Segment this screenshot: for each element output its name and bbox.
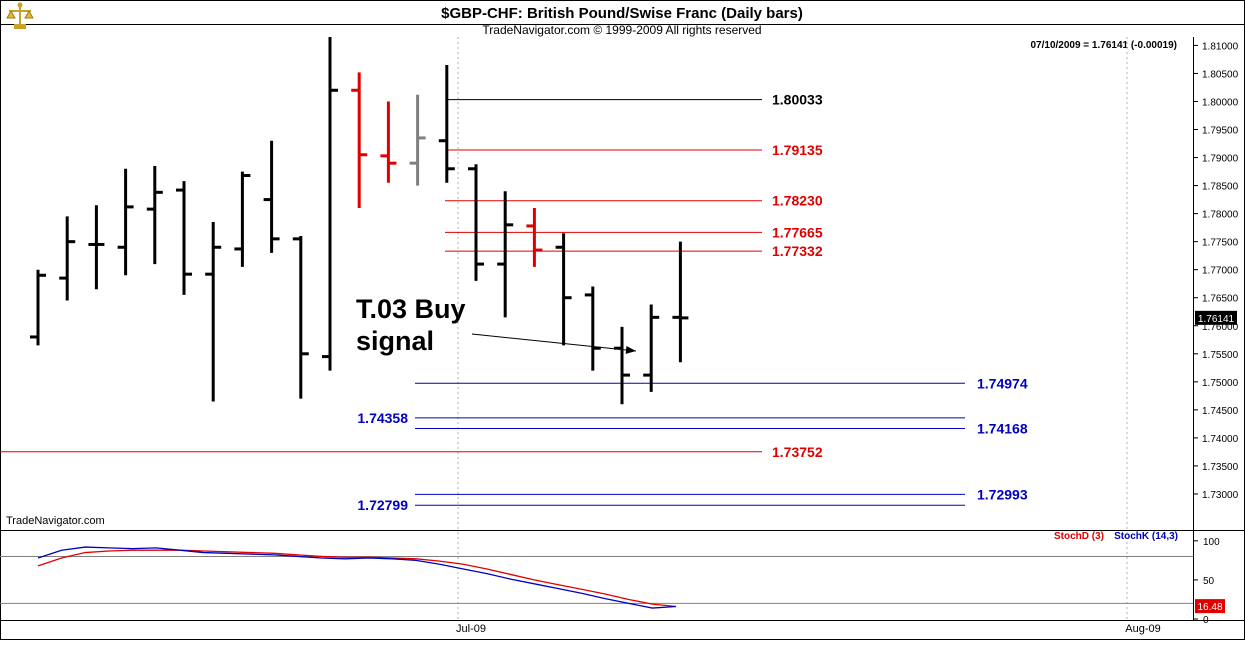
x-tick-jul: Jul-09: [456, 623, 486, 635]
y-tick-label-4: 1.79000: [1202, 154, 1239, 165]
annotation-arrow: [471, 333, 637, 352]
stoch-series-1: [37, 546, 677, 609]
stoch-series-0: [37, 549, 677, 608]
y-tick-label-9: 1.76500: [1202, 294, 1239, 305]
annotation-line-2: signal: [356, 326, 434, 356]
ohlc-bar-18: [555, 233, 572, 346]
ohlc-bar-5: [176, 181, 192, 295]
ohlc-bar-8: [263, 140, 280, 253]
last-price-badge: [1195, 310, 1237, 325]
legend-stoch-k: StochK (14,3): [1114, 531, 1178, 542]
y-tick-label-8: 1.77000: [1202, 266, 1239, 277]
level-label-4: 1.77332: [772, 243, 823, 259]
ohlc-bar-20: [614, 326, 630, 405]
ohlc-bar-10: [322, 37, 338, 371]
level-label-1: 1.79135: [772, 142, 823, 158]
ohlc-bar-7: [234, 171, 251, 267]
y-tick-label-13: 1.74500: [1202, 406, 1239, 417]
level-label-2: 1.78230: [772, 193, 823, 209]
price-axis-layer: 1.81000 1.80500 1.80000 1.79500 1.79000 1.785…: [1193, 41, 1239, 501]
chart-title: $GBP-CHF: British Pound/Swise Franc (Dai…: [441, 5, 803, 22]
legend-stoch-d: StochD (3): [1054, 531, 1104, 542]
stochastic-panel: 100 50 0 16.48: [0, 537, 1225, 626]
ohlc-bar-0: [30, 269, 46, 346]
price-readout: 07/10/2009 = 1.76141 (-0.00019): [1030, 40, 1177, 51]
ohlc-bar-3: [117, 168, 134, 276]
ohlc-bar-17: [526, 208, 543, 267]
last-price-label: 1.76141: [1198, 314, 1235, 325]
y-tick-label-7: 1.77500: [1202, 238, 1239, 249]
stoch-tick-label-1: 50: [1203, 576, 1215, 587]
ohlc-bar-13: [409, 94, 426, 186]
watermark-text: TradeNavigator.com: [6, 515, 105, 527]
ohlc-bar-4: [146, 165, 163, 265]
y-tick-label-16: 1.73000: [1202, 490, 1239, 501]
stoch-tick-label-2: 0: [1203, 615, 1209, 626]
logo-icon: [6, 2, 34, 29]
y-tick-label-15: 1.73500: [1202, 462, 1239, 473]
ohlc-bar-9: [292, 236, 309, 399]
x-tick-aug: Aug-09: [1125, 623, 1160, 635]
level-label-10: 1.72799: [357, 497, 408, 513]
trophy-scale-icon: [17, 2, 23, 8]
ohlc-bar-11: [351, 72, 368, 209]
y-tick-label-11: 1.75500: [1202, 350, 1239, 361]
y-tick-label-1: 1.80500: [1202, 69, 1239, 80]
ohlc-bar-6: [205, 222, 222, 402]
y-tick-label-10: 1.76000: [1202, 322, 1239, 333]
y-tick-label-0: 1.81000: [1202, 41, 1239, 52]
stoch-value-label: 16.48: [1197, 602, 1222, 613]
level-label-7: 1.74168: [977, 420, 1028, 436]
ohlc-bar-22: [672, 241, 689, 363]
ohlc-bar-15: [468, 164, 484, 281]
grid-layer: [457, 37, 1128, 620]
y-tick-label-6: 1.78000: [1202, 210, 1239, 221]
ohlc-bars-layer: [30, 37, 689, 405]
level-label-6: 1.74358: [357, 410, 408, 426]
level-label-3: 1.77665: [772, 224, 823, 240]
y-tick-label-14: 1.74000: [1202, 434, 1239, 445]
copyright-subtitle: TradeNavigator.com © 1999-2009 All right…: [482, 23, 761, 37]
ohlc-bar-1: [59, 216, 76, 301]
ohlc-bar-12: [380, 101, 397, 183]
y-tick-label-2: 1.80000: [1202, 97, 1239, 108]
level-label-8: 1.73752: [772, 444, 823, 460]
stoch-value-badge: [1195, 599, 1225, 614]
stoch-tick-label-0: 100: [1203, 537, 1220, 548]
y-tick-label-5: 1.78500: [1202, 182, 1239, 193]
ohlc-bar-2: [88, 205, 105, 290]
ohlc-bar-19: [584, 286, 601, 371]
y-tick-label-12: 1.75000: [1202, 378, 1239, 389]
level-label-5: 1.74974: [977, 375, 1028, 391]
ohlc-bar-21: [643, 304, 660, 392]
level-label-0: 1.80033: [772, 92, 823, 108]
level-label-9: 1.72993: [977, 486, 1028, 502]
level-lines-layer: 1.80033 1.79135 1.78230 1.77665 1.77332 1.749…: [0, 92, 1028, 513]
ohlc-bar-14: [438, 65, 455, 183]
y-tick-label-3: 1.79500: [1202, 126, 1239, 137]
annotation-line-1: T.03 Buy: [356, 294, 466, 324]
annotation-arrowhead: [625, 345, 636, 354]
ohlc-bar-16: [497, 191, 514, 318]
